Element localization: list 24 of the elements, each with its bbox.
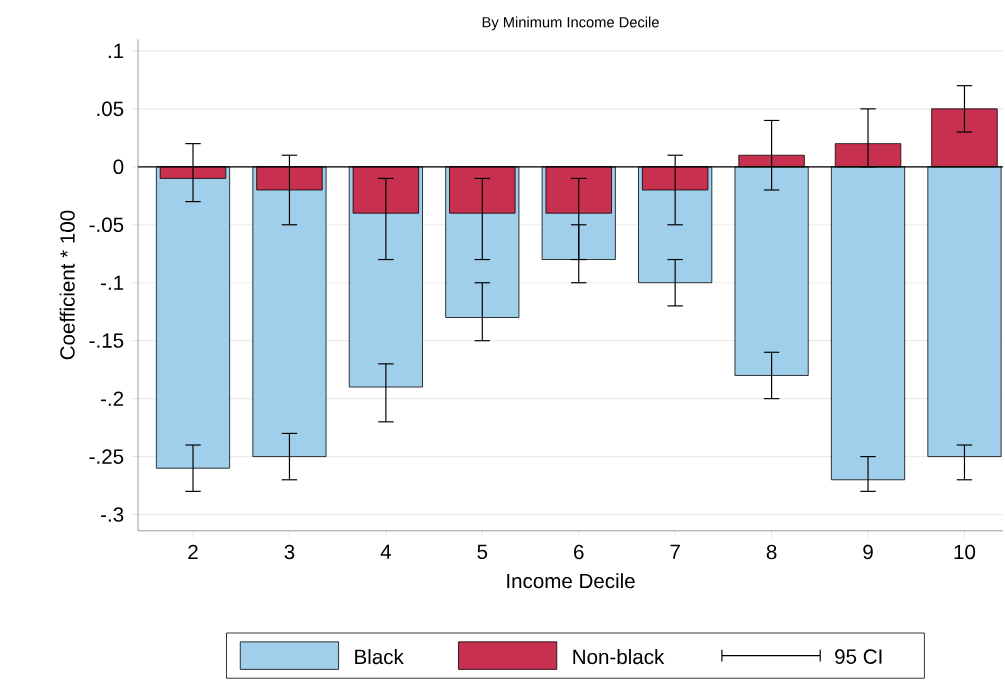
chart-title: By Minimum Income Decile: [482, 16, 659, 31]
y-tick-label: -.05: [89, 217, 124, 232]
y-tick-label: .05: [97, 101, 124, 117]
y-axis-title: Coefficient * 100: [59, 210, 75, 360]
x-tick-label: 9: [863, 544, 873, 560]
y-tick-label: -.2: [101, 391, 124, 406]
x-tick-label: 4: [380, 544, 391, 559]
text: 95 CI: [835, 649, 882, 664]
x-tick-label: 8: [766, 544, 777, 560]
y-tick-label: 0: [113, 159, 124, 175]
legend-label: Black: [355, 648, 404, 665]
y-tick-label: -.3: [101, 507, 124, 522]
y-tick-label: -.1: [101, 275, 124, 290]
x-axis-title: Income Decile: [507, 573, 635, 589]
x-tick-label: 6: [574, 544, 584, 560]
y-tick-label: -.25: [89, 449, 124, 464]
x-tick-label: 3: [284, 544, 295, 560]
x-tick-label: 7: [670, 544, 680, 559]
y-tick-label: -.15: [89, 333, 124, 348]
y-tick-label: .1: [108, 43, 124, 58]
x-tick-label: 5: [477, 544, 488, 559]
x-tick-label: 10: [954, 544, 976, 560]
legend-label: Non-black: [573, 648, 665, 665]
x-tick-label: 2: [188, 544, 198, 559]
